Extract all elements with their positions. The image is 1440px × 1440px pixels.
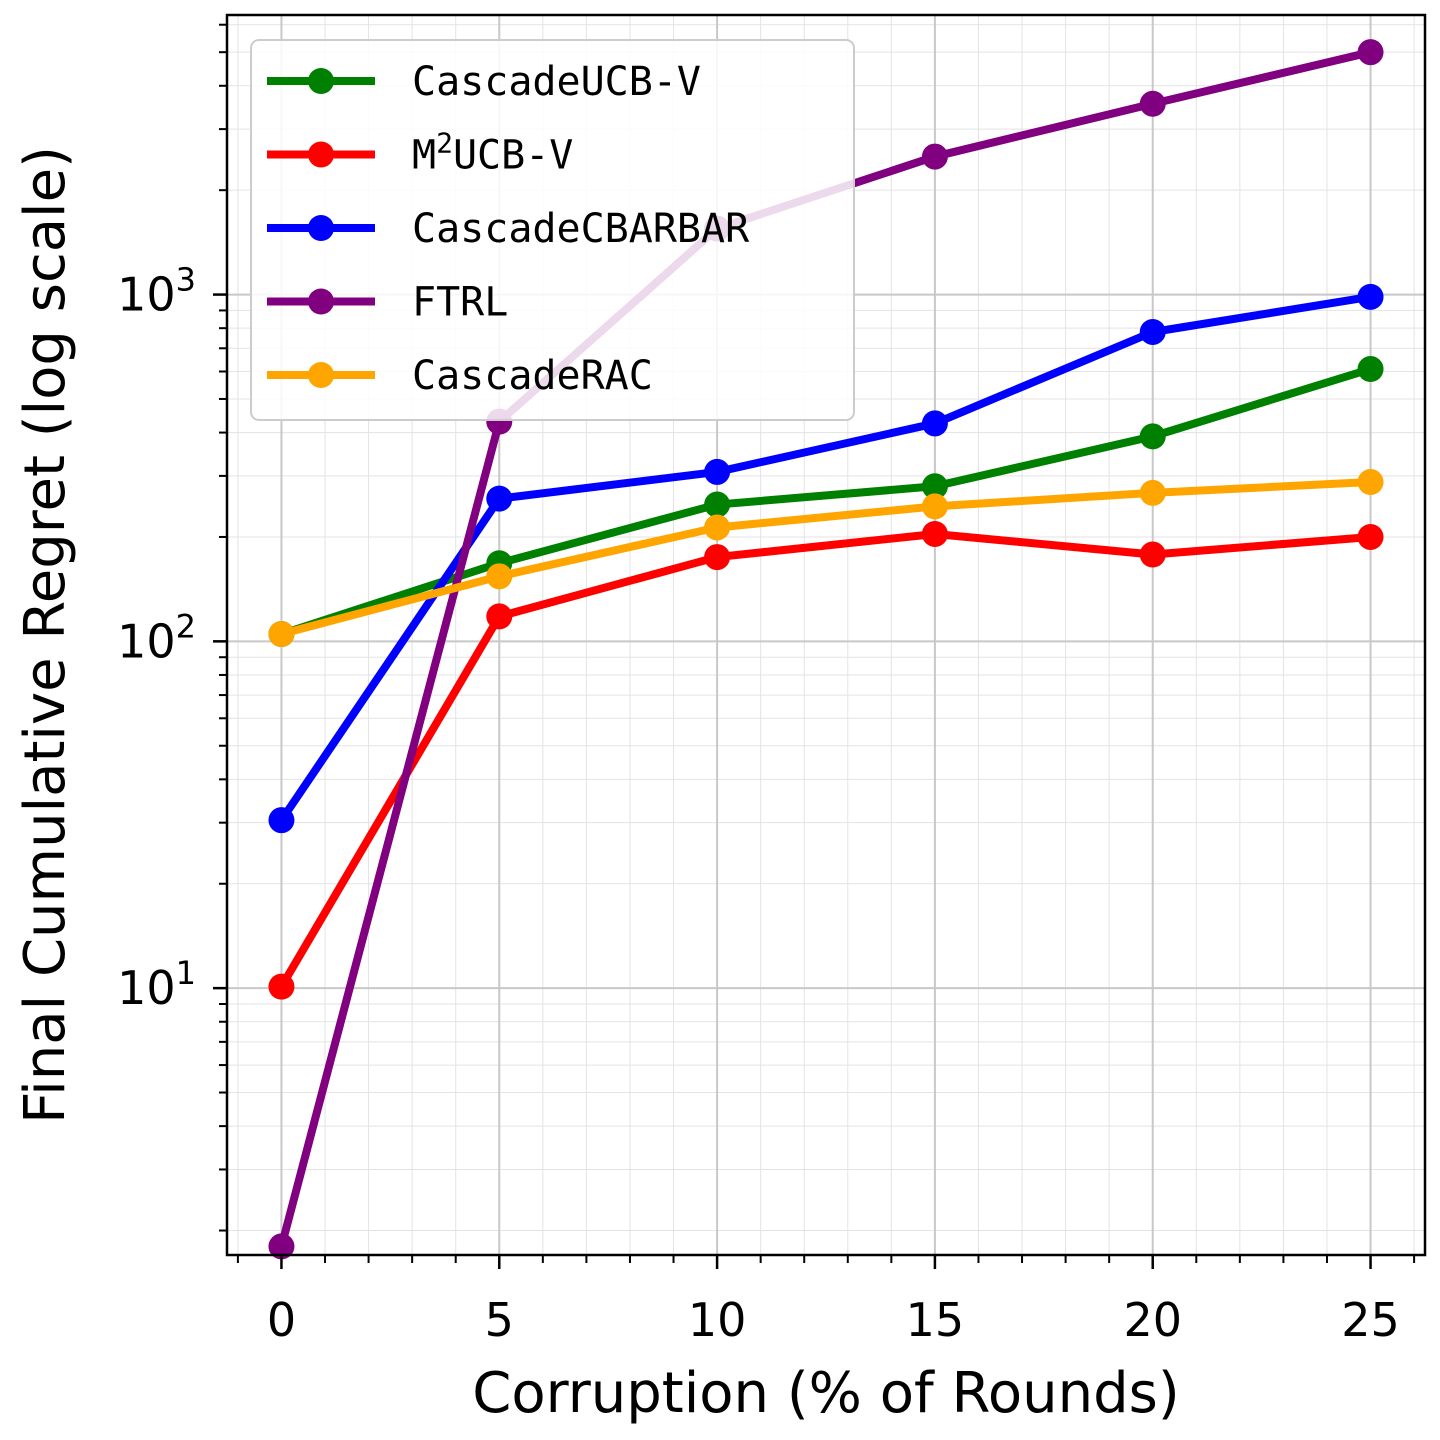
- data-point: [1139, 423, 1166, 450]
- x-tick-label: 5: [485, 1293, 514, 1347]
- legend-box: [250, 39, 855, 421]
- tick-labels: 0 5 10 15 20 25 101 102 103: [117, 261, 1400, 1347]
- axis-ticks: [213, 23, 1416, 1269]
- data-point: [268, 621, 295, 648]
- data-point: [921, 520, 948, 547]
- legend-marker: [308, 215, 334, 241]
- legend-marker: [308, 362, 334, 388]
- data-point: [704, 544, 731, 571]
- data-point: [704, 491, 731, 518]
- legend-marker: [308, 288, 334, 315]
- data-point: [1139, 541, 1166, 568]
- plot-frame: [225, 13, 1427, 1257]
- y-axis-title: Final Cumulative Regret (log scale): [13, 146, 78, 1124]
- data-point: [1357, 283, 1384, 310]
- data-point: [1357, 523, 1384, 550]
- legend-label: CascadeCBARBAR: [412, 206, 750, 252]
- legend-item: CascadeRAC: [267, 353, 653, 399]
- legend-item: CascadeCBARBAR: [267, 206, 750, 252]
- x-tick-label: 15: [906, 1293, 965, 1347]
- series-line: [277, 365, 1375, 639]
- data-point: [704, 458, 731, 485]
- data-point: [1357, 469, 1384, 496]
- series-line: [277, 529, 1375, 991]
- x-tick-label: 20: [1123, 1293, 1182, 1347]
- data-point: [268, 973, 295, 1000]
- data-point: [1139, 318, 1166, 345]
- y-tick-label: 101: [117, 954, 196, 1015]
- legend-item: CascadeUCB-V: [267, 59, 701, 105]
- data-point: [921, 410, 948, 437]
- data-point: [486, 485, 513, 512]
- series-2: [268, 520, 1384, 1000]
- data-point: [486, 563, 513, 590]
- data-point: [921, 473, 948, 500]
- legend-item: M2UCB-V: [267, 127, 573, 179]
- legend-label: CascadeUCB-V: [412, 59, 701, 105]
- legend-label: M2UCB-V: [412, 127, 573, 179]
- data-point: [1139, 90, 1166, 117]
- series-5: [268, 469, 1384, 648]
- legend-label: FTRL: [412, 280, 508, 326]
- legend-label: CascadeRAC: [412, 353, 653, 399]
- y-tick-label: 103: [117, 261, 196, 322]
- series-line: [277, 478, 1375, 639]
- data-point: [1139, 479, 1166, 506]
- data-point: [704, 514, 731, 541]
- data-point: [1357, 39, 1384, 66]
- x-tick-label: 0: [267, 1293, 296, 1347]
- data-point: [921, 493, 948, 520]
- x-tick-label: 10: [688, 1293, 747, 1347]
- legend-marker: [308, 68, 334, 94]
- x-axis-title: Corruption (% of Rounds): [472, 1361, 1179, 1426]
- data-point: [1357, 356, 1384, 383]
- data-point: [486, 603, 513, 630]
- legend-item: FTRL: [267, 280, 508, 326]
- legend: CascadeUCB-V M2UCB-V CascadeCBARBAR FTRL Cas…: [250, 39, 855, 421]
- data-point: [921, 143, 948, 170]
- legend-marker: [308, 141, 334, 168]
- x-tick-label: 25: [1341, 1293, 1400, 1347]
- data-point: [268, 807, 295, 834]
- data-point: [268, 1233, 295, 1260]
- y-tick-label: 102: [117, 607, 196, 668]
